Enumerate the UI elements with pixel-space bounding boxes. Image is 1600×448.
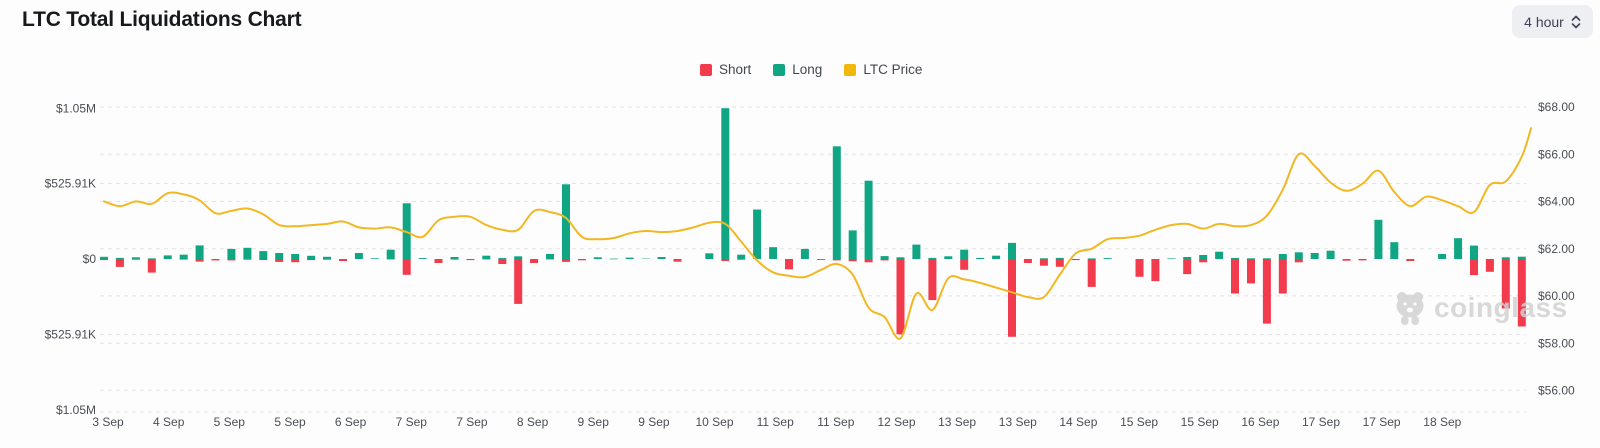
svg-text:$525.91K: $525.91K: [45, 328, 96, 342]
chart-legend: Short Long LTC Price: [700, 62, 922, 77]
legend-item-short[interactable]: Short: [700, 62, 751, 77]
svg-text:17 Sep: 17 Sep: [1363, 415, 1401, 429]
svg-text:9 Sep: 9 Sep: [638, 415, 670, 429]
legend-item-long[interactable]: Long: [773, 62, 822, 77]
svg-text:4 Sep: 4 Sep: [153, 415, 185, 429]
interval-select[interactable]: 4 hour: [1512, 5, 1593, 38]
svg-text:$58.00: $58.00: [1538, 336, 1575, 350]
svg-text:3 Sep: 3 Sep: [92, 415, 124, 429]
svg-text:$1.05M: $1.05M: [56, 101, 96, 115]
svg-text:11 Sep: 11 Sep: [757, 415, 794, 429]
svg-text:$64.00: $64.00: [1538, 195, 1575, 209]
svg-text:8 Sep: 8 Sep: [517, 415, 549, 429]
svg-text:13 Sep: 13 Sep: [938, 415, 976, 429]
svg-text:5 Sep: 5 Sep: [274, 415, 306, 429]
svg-text:18 Sep: 18 Sep: [1423, 415, 1461, 429]
svg-text:15 Sep: 15 Sep: [1120, 415, 1158, 429]
svg-text:$66.00: $66.00: [1538, 147, 1575, 161]
svg-text:12 Sep: 12 Sep: [877, 415, 915, 429]
svg-text:15 Sep: 15 Sep: [1181, 415, 1219, 429]
svg-text:$1.05M: $1.05M: [56, 403, 96, 417]
svg-text:11 Sep: 11 Sep: [817, 415, 854, 429]
interval-stepper-icon: [1571, 15, 1581, 29]
svg-text:$525.91K: $525.91K: [45, 177, 96, 191]
legend-label-long: Long: [792, 62, 823, 77]
legend-label-short: Short: [719, 62, 752, 77]
interval-label: 4 hour: [1524, 13, 1564, 30]
page-title: LTC Total Liquidations Chart: [22, 8, 302, 31]
long-swatch-icon: [773, 63, 786, 76]
legend-item-ltc-price[interactable]: LTC Price: [844, 62, 922, 77]
svg-text:$0: $0: [83, 252, 97, 266]
svg-text:7 Sep: 7 Sep: [456, 415, 488, 429]
watermark-text: coinglass: [1434, 292, 1568, 323]
svg-text:7 Sep: 7 Sep: [396, 415, 428, 429]
svg-text:16 Sep: 16 Sep: [1241, 415, 1279, 429]
short-swatch-icon: [700, 63, 712, 76]
svg-text:6 Sep: 6 Sep: [335, 415, 367, 429]
svg-text:14 Sep: 14 Sep: [1059, 415, 1097, 429]
svg-text:$60.00: $60.00: [1538, 289, 1575, 303]
svg-text:$56.00: $56.00: [1538, 384, 1575, 398]
svg-text:17 Sep: 17 Sep: [1302, 415, 1340, 429]
coinglass-watermark: coinglass: [1394, 290, 1568, 326]
svg-text:10 Sep: 10 Sep: [695, 415, 733, 429]
svg-text:13 Sep: 13 Sep: [999, 415, 1037, 429]
svg-text:$68.00: $68.00: [1538, 100, 1575, 114]
svg-text:9 Sep: 9 Sep: [578, 415, 610, 429]
legend-label-ltc-price: LTC Price: [863, 62, 923, 77]
coinglass-bear-icon: [1396, 292, 1424, 325]
ltc-price-swatch-icon: [844, 63, 857, 76]
svg-text:5 Sep: 5 Sep: [214, 415, 246, 429]
svg-text:$62.00: $62.00: [1538, 242, 1575, 256]
